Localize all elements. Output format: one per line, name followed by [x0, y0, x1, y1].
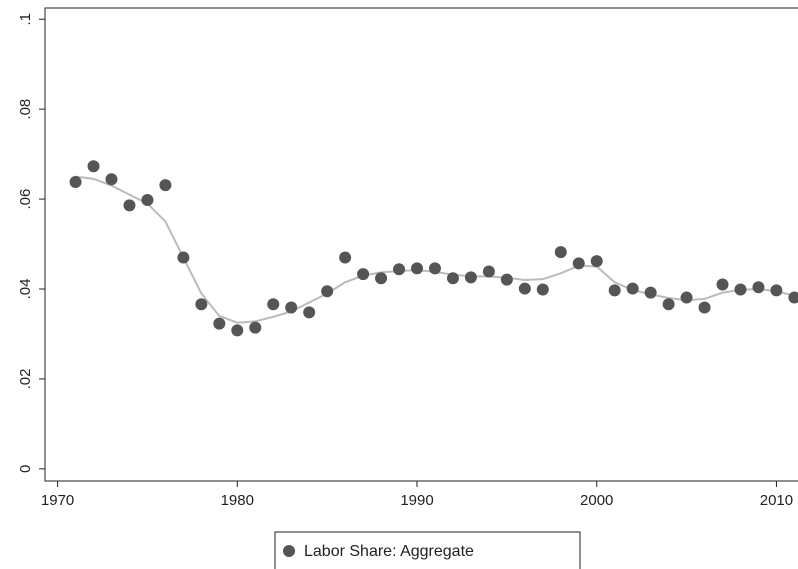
- data-point: [788, 291, 798, 304]
- data-point: [123, 199, 136, 212]
- data-point: [159, 179, 172, 192]
- data-point: [69, 176, 82, 189]
- x-tick-label: 2010: [760, 492, 793, 509]
- data-point: [303, 306, 316, 319]
- legend-label: Labor Share: Aggregate: [304, 543, 474, 560]
- data-point: [698, 301, 711, 314]
- data-point: [375, 272, 388, 285]
- data-point: [339, 251, 352, 264]
- legend-box: [274, 531, 581, 569]
- data-point: [267, 298, 280, 311]
- data-point: [321, 285, 334, 298]
- y-tick-label: 0: [17, 465, 34, 473]
- plot-frame: [44, 7, 798, 482]
- data-point: [770, 284, 783, 297]
- data-point: [249, 321, 262, 334]
- data-point: [734, 283, 747, 296]
- x-tick-label: 1970: [41, 492, 74, 509]
- data-point: [644, 286, 657, 299]
- y-tick-label: .02: [17, 369, 34, 390]
- x-tick-label: 1980: [221, 492, 254, 509]
- data-point: [626, 282, 639, 295]
- data-point: [177, 251, 190, 264]
- data-point: [446, 272, 459, 285]
- data-point: [500, 273, 513, 286]
- data-point: [357, 268, 370, 281]
- data-point: [195, 298, 208, 311]
- data-point: [105, 173, 118, 186]
- data-point: [662, 298, 675, 311]
- x-tick-label: 2000: [580, 492, 613, 509]
- y-tick-label: .06: [17, 189, 34, 210]
- data-point: [141, 193, 154, 206]
- data-point: [411, 262, 424, 275]
- data-point: [464, 271, 477, 284]
- data-point: [213, 317, 226, 330]
- y-tick-label: .08: [17, 99, 34, 120]
- legend-marker: [283, 545, 295, 557]
- y-tick-label: .1: [17, 13, 34, 26]
- data-point: [572, 257, 585, 270]
- data-point: [608, 284, 621, 297]
- data-point: [518, 282, 531, 295]
- data-point: [285, 301, 298, 314]
- data-point: [482, 265, 495, 278]
- data-point: [752, 281, 765, 294]
- data-point: [590, 255, 603, 268]
- data-point: [87, 160, 100, 173]
- data-point: [428, 262, 441, 275]
- x-tick-label: 1990: [400, 492, 433, 509]
- data-point: [536, 283, 549, 296]
- data-point: [554, 246, 567, 259]
- y-tick-label: .04: [17, 279, 34, 300]
- data-point: [231, 324, 244, 337]
- data-point: [716, 278, 729, 291]
- data-point: [680, 291, 693, 304]
- data-point: [393, 263, 406, 276]
